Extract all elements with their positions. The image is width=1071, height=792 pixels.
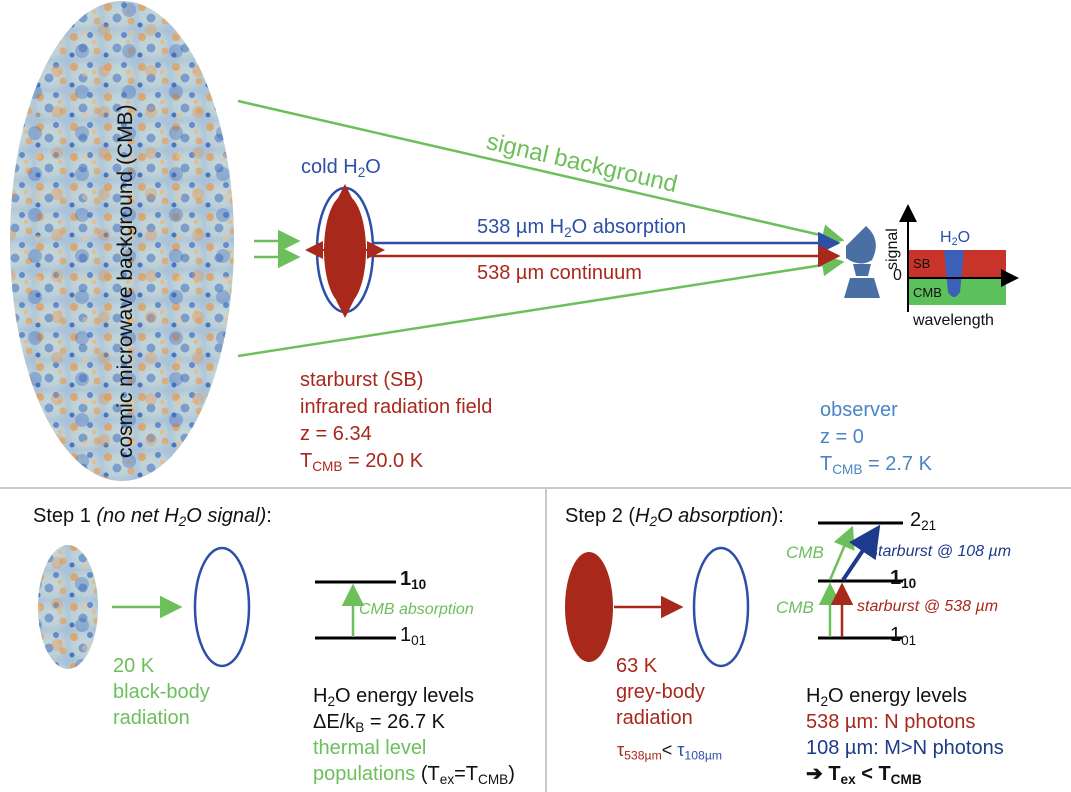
step1-thermal1: thermal level bbox=[313, 737, 427, 759]
cmb-label: cosmic microwave background (CMB) bbox=[114, 104, 137, 458]
cmb-sky-map bbox=[10, 1, 234, 481]
inset-cmb-label: CMB bbox=[913, 285, 942, 300]
step2-rad2: radiation bbox=[616, 707, 693, 729]
step2-cmb-upper-arrow bbox=[828, 525, 855, 581]
step2-level-mid-label: 110 bbox=[890, 567, 917, 591]
step2-cmb-upper-label: CMB bbox=[786, 543, 824, 562]
step1-energy-title: H2O energy levels bbox=[313, 685, 474, 709]
step2-radiation-label: 63 K grey-body radiation bbox=[616, 653, 705, 731]
starburst-line3: z = 6.34 bbox=[300, 423, 372, 445]
step1-thermal2-row: populations (Tex=TCMB) bbox=[313, 763, 515, 787]
starburst-line1: starburst (SB) bbox=[300, 369, 424, 391]
step2-temp: 63 K bbox=[616, 655, 658, 677]
step2-cloud-outline bbox=[692, 546, 750, 668]
step2-energy-title: H2O energy levels bbox=[806, 685, 967, 709]
observer-line2: z = 0 bbox=[820, 426, 864, 448]
step2-sb108-label: starburst @ 108 µm bbox=[870, 543, 1012, 560]
step1-level-upper-label: 110 bbox=[400, 568, 427, 592]
step1-level-lower-label: 101 bbox=[400, 624, 427, 648]
step1-cmb-ellipse bbox=[38, 545, 98, 669]
step1-cloud-outline bbox=[193, 546, 251, 668]
starburst-tcmb: TCMB = 20.0 K bbox=[300, 450, 424, 474]
step1-temp: 20 K bbox=[113, 655, 155, 677]
inset-zero-label: 0 bbox=[893, 267, 902, 284]
inset-sb-label: SB bbox=[913, 256, 931, 271]
step1-energy-block: H2O energy levels ΔE/kB = 26.7 K thermal… bbox=[313, 683, 515, 787]
step2-m-photons: 108 µm: M>N photons bbox=[806, 737, 1004, 759]
step2-conclusion: ➔ Tex < TCMB bbox=[806, 763, 922, 787]
step2-n-photons: 538 µm: N photons bbox=[806, 711, 976, 733]
continuum-label: 538 µm continuum bbox=[477, 262, 642, 284]
step1-title: Step 1 (no net H2O signal): bbox=[33, 505, 272, 529]
step2-energy-block: H2O energy levels 538 µm: N photons 108 … bbox=[806, 683, 1004, 787]
absorption-label: 538 µm H2O absorption bbox=[477, 216, 687, 240]
step1-delta-e: ΔE/kB = 26.7 K bbox=[313, 711, 445, 735]
step2-level-low-label: 101 bbox=[890, 624, 917, 648]
step2-sb538-label: starburst @ 538 µm bbox=[857, 598, 999, 615]
inset-spectrum bbox=[899, 204, 1019, 312]
step1-radiation-label: 20 K black-body radiation bbox=[113, 653, 210, 731]
step2-starburst-ellipse bbox=[565, 552, 613, 662]
cold-water-cloud bbox=[305, 184, 385, 318]
inset-water-label: H2O bbox=[940, 229, 971, 249]
starburst-line2: infrared radiation field bbox=[300, 396, 493, 418]
cold-water-label: cold H2O bbox=[301, 156, 381, 180]
observer-tcmb: TCMB = 2.7 K bbox=[820, 453, 932, 477]
observer-info: observer z = 0 TCMB = 2.7 K bbox=[820, 397, 932, 478]
step2-tau: τ538µm< τ108µm bbox=[617, 740, 723, 763]
inset-y-label: signal bbox=[884, 228, 901, 270]
telescope-icon bbox=[844, 226, 880, 298]
step2-starburst-108-arrow bbox=[841, 524, 881, 582]
step2-rad1: grey-body bbox=[616, 681, 705, 703]
observer-line1: observer bbox=[820, 399, 898, 421]
step2-level-top-label: 221 bbox=[910, 509, 937, 533]
step1-rad2: radiation bbox=[113, 707, 190, 729]
signal-background-upper-line bbox=[237, 99, 845, 247]
inset-x-label: wavelength bbox=[913, 312, 994, 329]
signal-background-lower-line bbox=[237, 253, 845, 358]
step2-title: Step 2 (H2O absorption): bbox=[565, 505, 784, 529]
step2-cmb-lower-label: CMB bbox=[776, 598, 814, 617]
starburst-info: starburst (SB) infrared radiation field … bbox=[300, 367, 492, 475]
step1-transition-label: CMB absorption bbox=[359, 601, 474, 618]
step1-rad1: black-body bbox=[113, 681, 210, 703]
